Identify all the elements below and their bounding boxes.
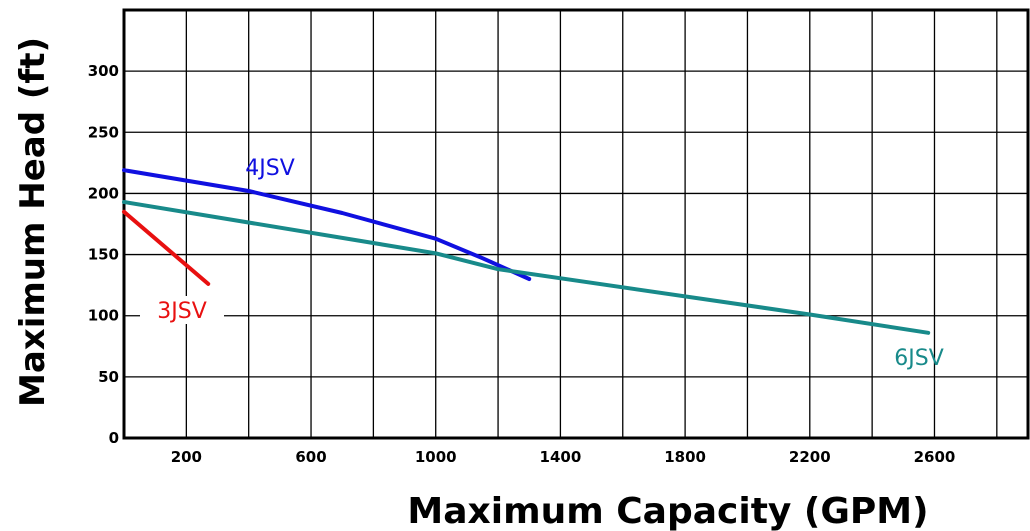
x-tick-label: 600	[295, 448, 326, 466]
y-axis-title: Maximum Head (ft)	[13, 37, 53, 407]
y-tick-label: 100	[88, 307, 119, 325]
y-tick-label: 200	[88, 184, 119, 202]
y-tick-label: 150	[88, 246, 119, 264]
x-tick-label: 1800	[664, 448, 706, 466]
x-tick-label: 200	[171, 448, 202, 466]
series-lines	[124, 170, 928, 333]
x-tick-label: 2200	[789, 448, 831, 466]
x-axis-title: Maximum Capacity (GPM)	[407, 491, 928, 531]
y-tick-label: 300	[88, 62, 119, 80]
series-line-6jsv	[124, 202, 928, 333]
series-label-3jsv: 3JSV	[157, 299, 207, 324]
y-tick-label: 50	[98, 368, 119, 386]
x-tick-label: 1000	[415, 448, 457, 466]
series-label-4jsv: 4JSV	[245, 156, 295, 181]
x-tick-label: 1400	[540, 448, 582, 466]
y-tick-labels: 0 50 100 150 200 250 300	[88, 62, 119, 447]
series-line-3jsv	[124, 212, 208, 284]
series-labels: 4JSV 6JSV 3JSV	[140, 156, 944, 371]
x-tick-label: 2600	[914, 448, 956, 466]
series-label-6jsv: 6JSV	[894, 346, 944, 371]
y-tick-label: 0	[109, 429, 119, 447]
y-tick-label: 250	[88, 123, 119, 141]
x-tick-labels: 200 600 1000 1400 1800 2200 2600	[171, 448, 956, 466]
